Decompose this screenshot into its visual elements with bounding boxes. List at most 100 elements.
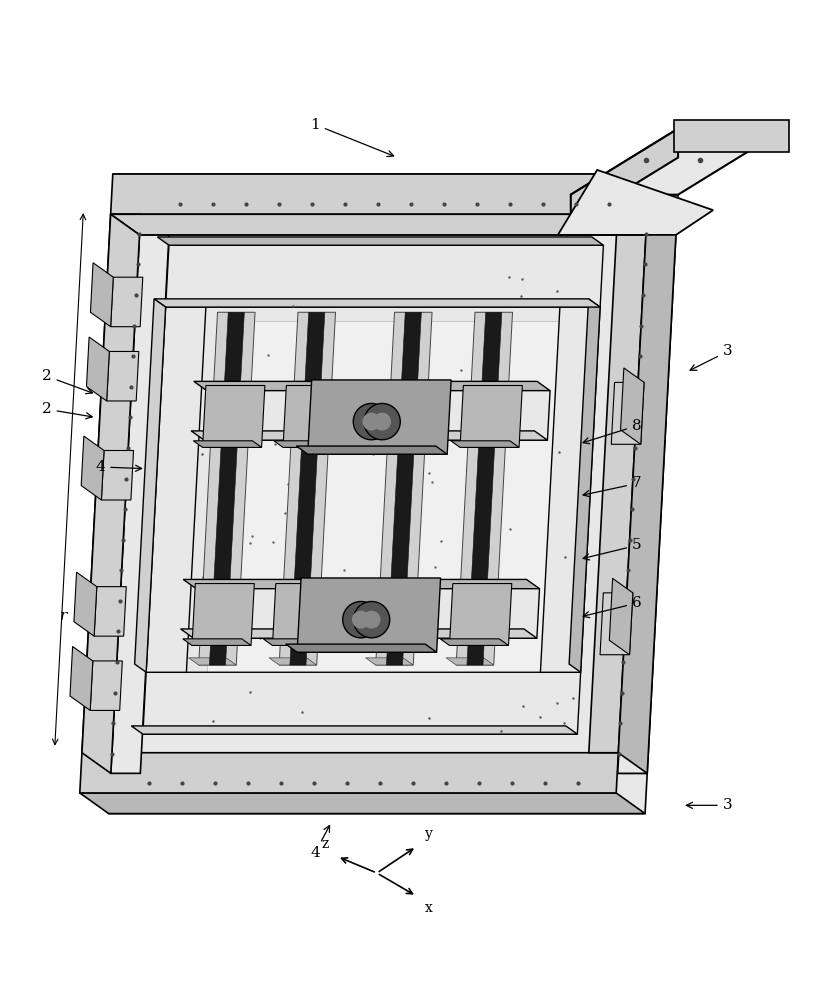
Polygon shape [570, 129, 677, 224]
Polygon shape [283, 386, 345, 447]
Circle shape [353, 403, 389, 440]
Polygon shape [285, 644, 436, 652]
Text: 5: 5 [582, 538, 641, 560]
Text: 3: 3 [689, 344, 732, 370]
Polygon shape [82, 214, 140, 753]
Polygon shape [157, 237, 603, 245]
Polygon shape [570, 129, 784, 195]
Polygon shape [274, 441, 342, 447]
Circle shape [352, 611, 369, 628]
Polygon shape [143, 672, 580, 734]
Polygon shape [619, 368, 643, 444]
Polygon shape [379, 386, 442, 447]
Polygon shape [375, 312, 432, 665]
Polygon shape [94, 587, 127, 636]
Polygon shape [154, 299, 600, 307]
Polygon shape [183, 579, 539, 589]
Polygon shape [101, 450, 133, 500]
Polygon shape [140, 195, 677, 235]
Polygon shape [297, 578, 440, 652]
Text: 8: 8 [582, 419, 641, 444]
Circle shape [363, 611, 380, 628]
Text: 7: 7 [582, 476, 641, 497]
Polygon shape [449, 584, 511, 645]
Polygon shape [111, 174, 648, 214]
Polygon shape [165, 245, 603, 307]
Polygon shape [180, 629, 536, 638]
Polygon shape [618, 214, 675, 773]
Text: 2: 2 [42, 369, 93, 394]
Polygon shape [194, 381, 549, 391]
Polygon shape [289, 312, 324, 665]
Circle shape [363, 413, 380, 430]
Polygon shape [131, 726, 576, 734]
Polygon shape [450, 441, 519, 447]
Polygon shape [460, 386, 522, 447]
Polygon shape [90, 263, 113, 327]
Text: z: z [321, 837, 328, 851]
Polygon shape [203, 386, 265, 447]
Polygon shape [111, 235, 169, 773]
Circle shape [342, 602, 379, 638]
Text: r: r [60, 609, 67, 623]
Text: 3: 3 [686, 798, 732, 812]
Polygon shape [120, 207, 666, 801]
Polygon shape [112, 174, 677, 195]
Text: y: y [424, 827, 433, 841]
Polygon shape [369, 584, 431, 645]
Polygon shape [191, 431, 547, 440]
Polygon shape [81, 436, 104, 500]
Polygon shape [198, 312, 255, 665]
Circle shape [364, 403, 399, 440]
Polygon shape [74, 572, 97, 636]
Polygon shape [279, 312, 335, 665]
Polygon shape [183, 639, 251, 645]
Polygon shape [207, 322, 580, 687]
Polygon shape [360, 639, 428, 645]
Polygon shape [111, 214, 675, 235]
Polygon shape [370, 441, 438, 447]
Text: 4: 4 [95, 460, 141, 474]
Text: 2: 2 [42, 402, 92, 419]
Polygon shape [108, 773, 647, 814]
Polygon shape [69, 646, 93, 710]
Polygon shape [456, 312, 512, 665]
Polygon shape [82, 214, 140, 773]
Polygon shape [440, 639, 508, 645]
Text: 1: 1 [310, 118, 393, 157]
Polygon shape [79, 793, 644, 814]
Polygon shape [90, 661, 122, 710]
Polygon shape [308, 380, 451, 454]
Polygon shape [209, 312, 244, 665]
Polygon shape [189, 658, 236, 665]
Polygon shape [111, 277, 142, 327]
Polygon shape [446, 658, 493, 665]
Polygon shape [600, 593, 632, 655]
Polygon shape [192, 584, 254, 645]
Circle shape [374, 413, 390, 430]
Polygon shape [204, 391, 549, 440]
Polygon shape [272, 584, 334, 645]
Polygon shape [466, 312, 501, 665]
Polygon shape [610, 382, 643, 444]
Polygon shape [79, 753, 618, 793]
Text: 6: 6 [582, 596, 641, 618]
Polygon shape [540, 307, 600, 672]
Polygon shape [557, 170, 712, 235]
Polygon shape [609, 578, 632, 655]
Polygon shape [269, 658, 316, 665]
Polygon shape [263, 639, 331, 645]
Polygon shape [296, 446, 447, 454]
Polygon shape [146, 307, 206, 672]
Polygon shape [568, 299, 600, 672]
Text: x: x [424, 901, 433, 915]
Polygon shape [673, 120, 788, 152]
Circle shape [353, 602, 390, 638]
Polygon shape [193, 441, 261, 447]
Polygon shape [366, 658, 413, 665]
Polygon shape [588, 214, 646, 753]
Polygon shape [194, 589, 539, 638]
Polygon shape [107, 351, 139, 401]
Polygon shape [386, 312, 421, 665]
Polygon shape [617, 235, 675, 773]
